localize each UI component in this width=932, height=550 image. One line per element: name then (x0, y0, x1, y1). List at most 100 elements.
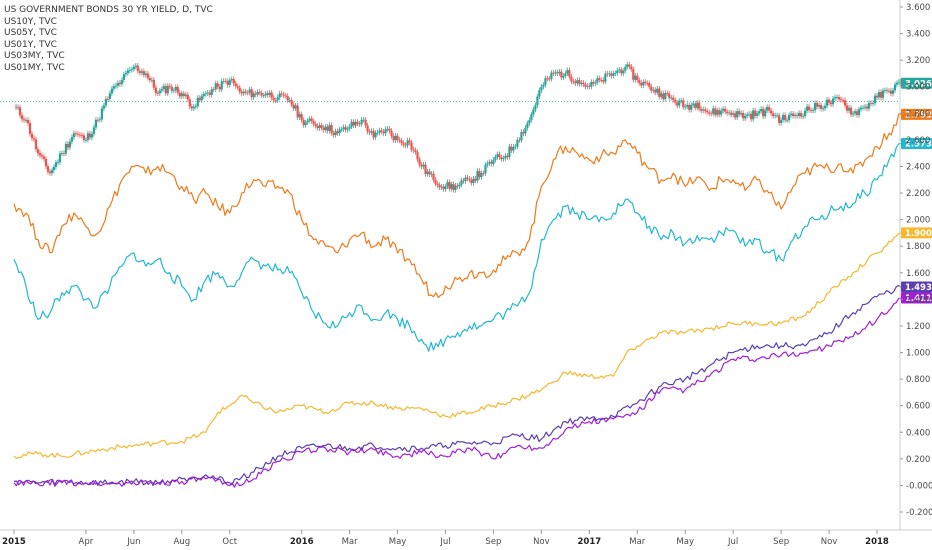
candle-body (746, 114, 749, 116)
candle-body (290, 100, 293, 105)
badge-label: 1.493 (905, 283, 932, 293)
candle-body (837, 97, 841, 100)
candle-body (492, 159, 495, 164)
legend-us01my[interactable]: US01MY, TVC (4, 62, 65, 73)
legend-us05y[interactable]: US05Y, TVC (4, 28, 57, 38)
candle-body (272, 97, 275, 101)
legend-main-title[interactable]: US GOVERNMENT BONDS 30 YR YIELD, D, TVC (4, 5, 213, 15)
candle-body (422, 164, 425, 167)
x-axis[interactable]: 2015 Apr Jun Aug Oct 2016 Mar May Jul Sep Nov 2017 M… (0, 529, 932, 547)
candle-body (823, 105, 827, 109)
badge-background (901, 108, 932, 120)
y-axis[interactable]: 3.600 3.400 3.200 3.000 2.800 2.600 2.400 2.200… (899, 0, 932, 530)
series-us10y[interactable] (13, 113, 902, 299)
candle-body (700, 108, 703, 111)
y-tick-label: 0.600 (906, 402, 930, 412)
candle-body (632, 69, 635, 80)
candle-body (871, 103, 875, 104)
series-us01my[interactable] (13, 297, 902, 488)
candle-body (464, 177, 467, 182)
candle-body (620, 69, 623, 74)
candle-body (786, 119, 789, 121)
candle-body (857, 109, 861, 116)
candle-body (386, 128, 389, 130)
candle-body (646, 83, 649, 84)
candle-body (86, 133, 90, 140)
legend-us01y[interactable]: US01Y, TVC (4, 39, 57, 50)
badge-background (901, 281, 932, 293)
candle-body (604, 73, 607, 82)
candle-body (222, 80, 225, 82)
candle-body (390, 130, 393, 137)
candle-body (877, 92, 881, 98)
candle-body (650, 86, 653, 91)
candle-body (98, 119, 102, 121)
candle-body (897, 81, 901, 83)
candle-body (662, 93, 665, 100)
candle-body (250, 89, 253, 98)
legend-us10y[interactable]: US10Y, TVC (4, 16, 57, 27)
candle-body (306, 120, 309, 123)
candle-body (288, 100, 291, 101)
legend-us03my[interactable]: US03MY, TVC (4, 51, 65, 61)
candle-body (758, 111, 761, 114)
candle-body (52, 166, 56, 171)
candle-body (190, 106, 193, 109)
candle-body (406, 140, 409, 146)
candle-body (232, 79, 235, 84)
candle-body (264, 93, 267, 96)
y-tick-label: 1.200 (906, 322, 930, 332)
series-us01y[interactable] (13, 232, 902, 459)
x-tick-label: Mar (629, 537, 646, 547)
candle-body (791, 113, 795, 116)
candle-body (300, 114, 303, 120)
candle-body (500, 157, 503, 160)
candle-body (126, 70, 129, 74)
candle-body (712, 108, 715, 114)
candle-body (54, 162, 58, 167)
series-layer (13, 61, 903, 488)
candle-body (72, 133, 76, 138)
candle-body (570, 76, 573, 82)
y-tick-label: 1.000 (906, 349, 930, 359)
candle-body (809, 110, 813, 111)
candle-body (152, 79, 155, 88)
candle-body (38, 153, 42, 156)
candle-body (280, 93, 283, 95)
candle-body (867, 102, 871, 109)
candle-body (146, 73, 149, 78)
candle-body (274, 100, 277, 102)
candle-body (374, 132, 377, 138)
series-us03my[interactable] (13, 284, 902, 487)
x-tick-label: 2016 (290, 537, 314, 547)
series-us05y[interactable] (13, 142, 902, 352)
candle-body (378, 130, 381, 133)
badge-label: 2.792 (905, 110, 932, 120)
candle-body (508, 146, 511, 157)
candle-body (682, 100, 685, 108)
candle-body (572, 81, 575, 83)
series-line (13, 113, 902, 299)
candle-body (108, 93, 111, 99)
candle-body (208, 92, 211, 95)
last-value-badge: 1.411 (901, 292, 932, 304)
candle-body (692, 103, 695, 105)
candle-body (342, 127, 345, 130)
candle-body (829, 102, 833, 105)
candle-body (228, 80, 231, 86)
y-tick-label: 3.600 (906, 3, 930, 13)
candle-body (676, 102, 679, 106)
candle-body (372, 130, 375, 138)
candle-body (636, 75, 639, 81)
candle-body (138, 71, 141, 73)
candle-body (482, 173, 485, 174)
candle-body (506, 155, 509, 157)
candle-body (764, 110, 767, 117)
candle-body (96, 119, 100, 121)
candle-body (402, 143, 405, 145)
candle-body (164, 86, 167, 94)
candle-body (454, 185, 457, 190)
y-tick-label: 1.800 (906, 242, 930, 252)
series-us-government-bonds-30-yr-yield[interactable] (14, 61, 903, 193)
candle-body (472, 178, 475, 184)
